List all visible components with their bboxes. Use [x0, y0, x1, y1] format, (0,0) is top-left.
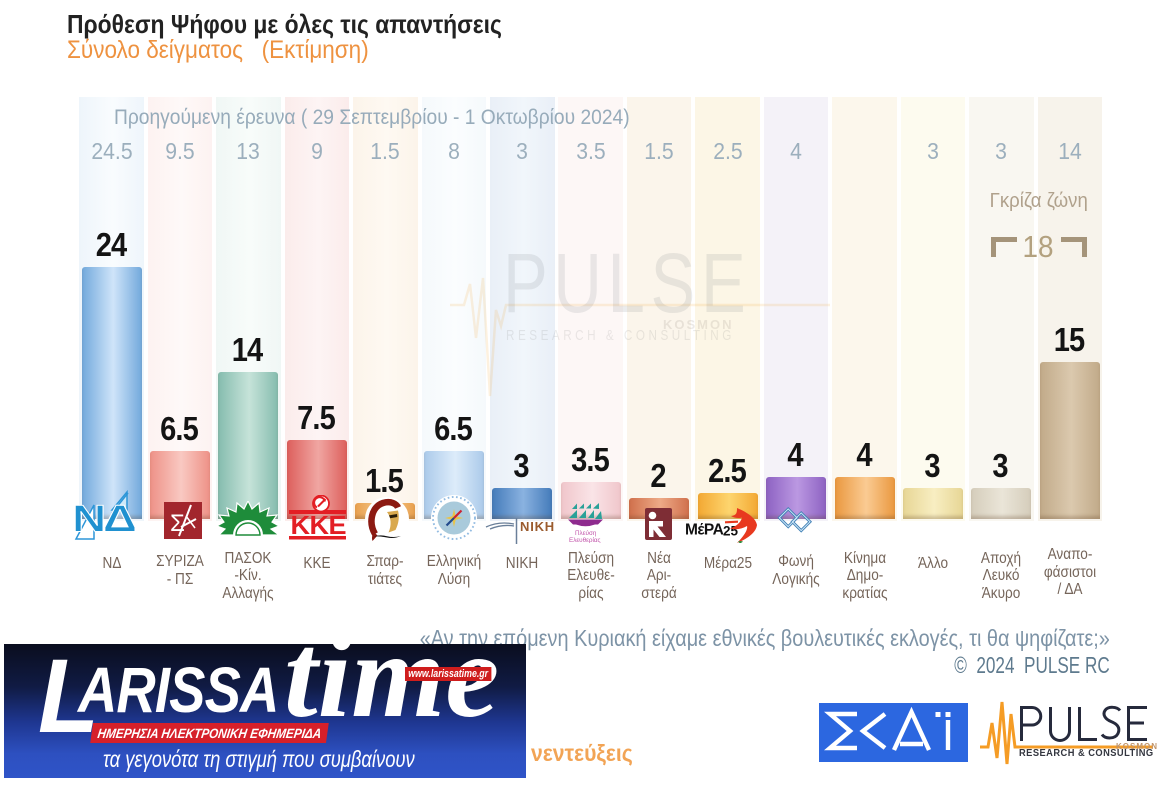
svg-text:Πλεύση: Πλεύση: [575, 529, 597, 537]
svg-text:ΝΙΚΗ: ΝΙΚΗ: [520, 519, 555, 534]
svg-text:Ελευθερίας: Ελευθερίας: [569, 536, 601, 543]
svg-text:Σ: Σ: [170, 510, 185, 537]
svg-text:KKE: KKE: [291, 510, 346, 539]
svg-text:ΝΔ: ΝΔ: [72, 498, 136, 540]
svg-text:ΜέΡΑ: ΜέΡΑ: [685, 522, 724, 539]
